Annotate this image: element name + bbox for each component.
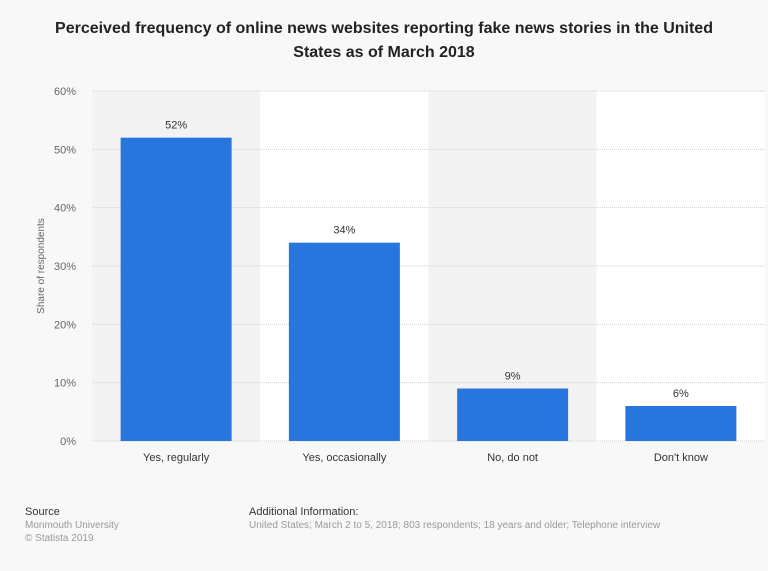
y-tick-label: 0% [60, 436, 76, 448]
y-tick-label: 50% [54, 144, 76, 156]
bar [288, 242, 400, 441]
bar-chart: 0% 10% 20% 30% 40% 50% 60% Share of respondents… [36, 86, 765, 464]
source-text: Monmouth University [25, 520, 119, 531]
y-axis-label: Share of respondents [36, 218, 47, 314]
source-heading: Source [25, 506, 60, 518]
chart-title: Perceived frequency of online news websi… [55, 20, 713, 61]
copyright-text: © Statista 2019 [25, 533, 94, 544]
y-tick-label: 30% [54, 261, 76, 273]
x-tick-label: Don't know [654, 452, 708, 464]
y-tick-label: 10% [54, 378, 76, 390]
y-tick-label: 60% [54, 86, 76, 98]
info-heading: Additional Information: [249, 506, 359, 518]
info-block: Additional Information: United States; M… [249, 506, 660, 532]
x-tick-label: Yes, occasionally [302, 452, 386, 464]
data-label: 9% [505, 371, 521, 383]
y-tick-label: 40% [54, 203, 76, 215]
data-label: 52% [165, 120, 187, 132]
data-label: 6% [673, 388, 689, 400]
y-tick-label: 20% [54, 319, 76, 331]
bar [457, 388, 569, 441]
bar [120, 137, 232, 441]
bar [625, 406, 737, 441]
data-label: 34% [333, 225, 355, 237]
x-tick-label: No, do not [487, 452, 538, 464]
x-tick-label: Yes, regularly [143, 452, 210, 464]
info-text: United States; March 2 to 5, 2018; 803 r… [249, 520, 661, 531]
source-block: Source Monmouth University © Statista 20… [25, 506, 119, 545]
